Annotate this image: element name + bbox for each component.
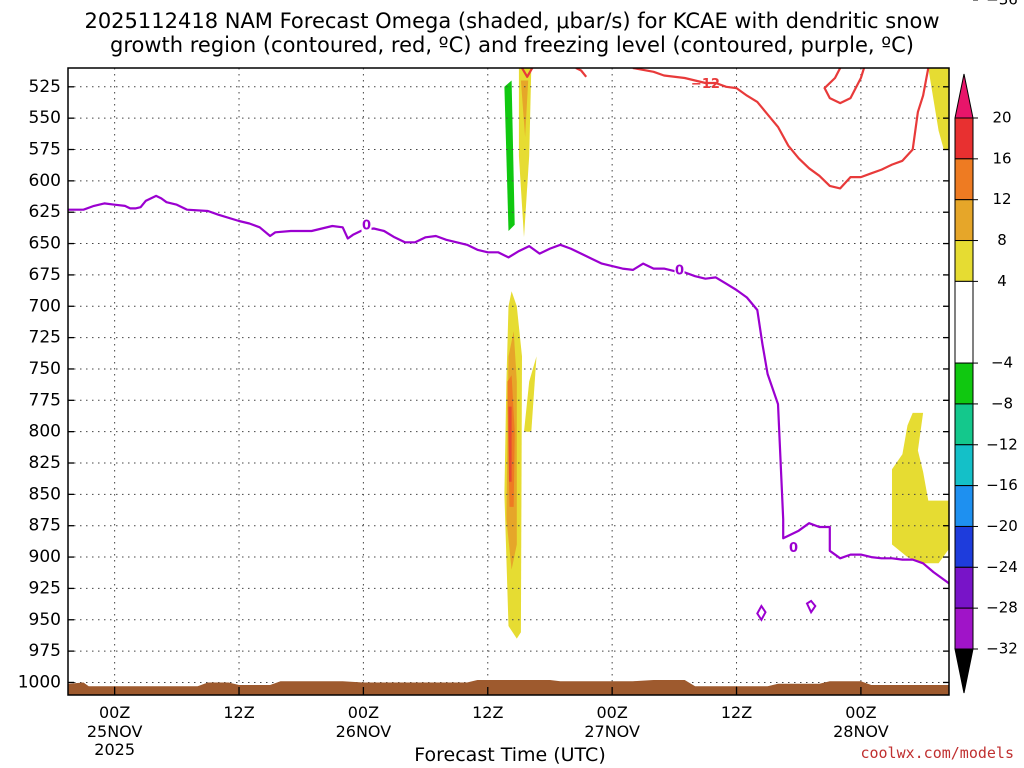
y-tick-label-800: 800: [29, 422, 61, 442]
freezing-level-contour: [68, 194, 949, 585]
colorbar-label-6: −8: [991, 394, 1013, 412]
omega-region-4: [928, 68, 949, 150]
terrain-ground: [68, 680, 949, 695]
plot-frame: [67, 67, 950, 696]
dgz-contour-upper-right: [521, 68, 534, 78]
x-tick-date-72: 28NOV: [833, 722, 889, 741]
x-tick-label-72: 00Z: [845, 703, 876, 722]
colorbar-label-1: 16: [992, 149, 1011, 167]
freezing-level-label-2: 0: [675, 264, 684, 279]
grid-layer: [68, 68, 949, 695]
omega-region-4: [524, 356, 537, 432]
colorbar-label-11: −28: [986, 599, 1018, 617]
colorbar-label-3: 8: [997, 231, 1007, 249]
omega-colorbar: 20 16 12 8 4 −4 −8 −12 −16 −20 −24 −28 −32 −36: [954, 0, 1018, 694]
y-tick-label-975: 975: [29, 641, 61, 661]
colorbar-label-2: 12: [992, 190, 1011, 208]
x-tick-date-48: 27NOV: [584, 722, 640, 741]
colorbar-box-12: [954, 607, 974, 650]
chart-title-line-1: 2025112418 NAM Forecast Omega (shaded, μ…: [84, 9, 940, 33]
omega-region--8: [504, 80, 515, 231]
pressure-axis: 525 550 575 600 625 650 675 700 725 750 775 800 825 8…: [18, 77, 949, 692]
freezing-level-label-bg-1: [361, 219, 372, 233]
y-tick-label-525: 525: [29, 77, 61, 97]
freezing-level-label-3: 0: [789, 541, 798, 556]
chart-title-line-2: growth region (contoured, red, ºC) and f…: [110, 33, 914, 57]
x-tick-label-0: 00Z: [99, 703, 130, 722]
y-tick-label-950: 950: [29, 610, 61, 630]
omega-shading-layer: [504, 68, 949, 639]
colorbar-bottom-arrow: [954, 648, 974, 694]
x-tick-label-24: 00Z: [348, 703, 379, 722]
colorbar-box-11: [954, 566, 974, 609]
freezing-level-label-bg-3: [788, 541, 799, 555]
omega-region-4: [892, 412, 949, 564]
colorbar-label-10: −24: [986, 558, 1018, 576]
y-tick-label-775: 775: [29, 390, 61, 410]
y-tick-label-625: 625: [29, 202, 61, 222]
colorbar-top-arrow: [954, 73, 974, 119]
colorbar-label-8: −16: [986, 476, 1018, 494]
y-tick-label-725: 725: [29, 328, 61, 348]
x-tick-date-0: 25NOV: [87, 722, 143, 741]
freezing-level-blob-2: [805, 599, 817, 615]
colorbar-box-3: [954, 199, 974, 242]
y-tick-label-875: 875: [29, 516, 61, 536]
x-tick-year-0: 2025: [94, 740, 135, 759]
colorbar-box-4: [954, 240, 974, 282]
omega-region-8: [520, 80, 529, 137]
y-tick-label-550: 550: [29, 108, 61, 128]
dgz-contour-main: [632, 68, 930, 190]
colorbar-box-10: [954, 525, 974, 568]
y-tick-label-675: 675: [29, 265, 61, 285]
colorbar-label-0: 20: [992, 109, 1011, 127]
freezing-level-blob-1: [756, 604, 767, 622]
y-tick-label-900: 900: [29, 547, 61, 567]
x-tick-label-60: 12Z: [721, 703, 752, 722]
colorbar-label-5: −4: [991, 354, 1013, 372]
freezing-level-label-bg-2: [674, 264, 685, 278]
terrain-layer: [68, 680, 949, 695]
x-tick-label-48: 00Z: [596, 703, 627, 722]
colorbar-box-6: [954, 362, 974, 405]
colorbar-label-12: −32: [986, 640, 1018, 658]
colorbar-box-1: [954, 117, 974, 160]
colorbar-box-8: [954, 444, 974, 487]
y-tick-label-700: 700: [29, 296, 61, 316]
x-axis-label: Forecast Time (UTC): [414, 744, 606, 766]
x-tick-label-36: 12Z: [472, 703, 503, 722]
dgz-contour-label: −12: [691, 77, 720, 92]
freezing-level-label-1: 0: [362, 219, 371, 234]
y-tick-label-650: 650: [29, 234, 61, 254]
y-tick-label-750: 750: [29, 359, 61, 379]
dgz-contour-upper-left: [575, 68, 588, 78]
dendritic-growth-contour-layer: −12: [521, 68, 930, 190]
y-tick-label-825: 825: [29, 453, 61, 473]
colorbar-box-9: [954, 485, 974, 527]
x-tick-date-24: 26NOV: [336, 722, 392, 741]
colorbar-label-9: −20: [986, 517, 1018, 535]
x-tick-label-12: 12Z: [223, 703, 254, 722]
colorbar-label-4: 4: [997, 272, 1007, 290]
y-tick-label-1000: 1000: [18, 672, 61, 692]
colorbar-box-5: [954, 280, 974, 364]
colorbar-label-7: −12: [986, 435, 1018, 453]
omega-region-16: [508, 406, 512, 482]
y-tick-label-850: 850: [29, 484, 61, 504]
colorbar-box-2: [954, 158, 974, 201]
y-tick-label-925: 925: [29, 578, 61, 598]
y-tick-label-575: 575: [29, 140, 61, 160]
freezing-level-contour-layer: 0 0 0: [68, 194, 949, 622]
omega-region-4: [518, 68, 532, 238]
y-tick-label-600: 600: [29, 171, 61, 191]
credit-text[interactable]: coolwx.com/models: [860, 744, 1014, 762]
colorbar-label-13: −36: [986, 0, 1018, 9]
dgz-contour-right: [823, 68, 866, 105]
colorbar-box-7: [954, 403, 974, 446]
